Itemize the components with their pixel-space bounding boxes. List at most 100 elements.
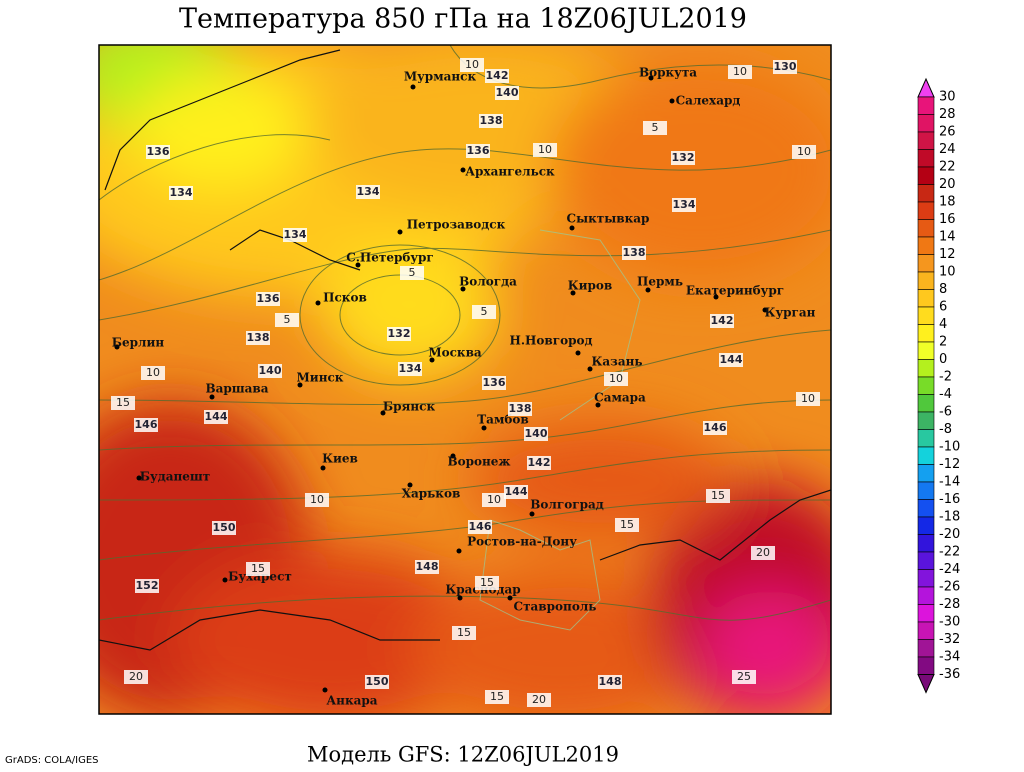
city-label: Брянск — [383, 400, 436, 414]
city-label: Н.Новгород — [510, 334, 593, 348]
isotherm-label-box — [527, 693, 551, 707]
city-dot — [397, 229, 403, 235]
colorbar-label: -16 — [939, 492, 960, 507]
colorbar-label: 24 — [939, 142, 956, 157]
isotherm-label: 20 — [532, 693, 546, 706]
isotherm-label-box — [706, 489, 730, 503]
colorbar-bin — [917, 499, 935, 518]
height-contour-label: 136 — [257, 292, 280, 305]
height-contour-label: 152 — [136, 579, 159, 592]
isotherm-label: 10 — [801, 392, 815, 405]
city-dot — [456, 548, 462, 554]
city-label: Вологда — [459, 275, 517, 289]
city-label: Архангельск — [465, 165, 555, 179]
colorbar-label: 18 — [939, 195, 956, 210]
city-dot — [380, 410, 386, 416]
city-dot — [114, 344, 120, 350]
colorbar-label: -2 — [939, 370, 952, 385]
city-dot — [570, 290, 576, 296]
height-contour-label: 150 — [366, 675, 389, 688]
height-contour-label-box — [169, 186, 193, 200]
colorbar-bin — [917, 359, 935, 378]
model-caption: Модель GFS: 12Z06JUL2019 — [307, 743, 619, 767]
colorbar-label: 22 — [939, 160, 956, 175]
colorbar-label: 12 — [939, 247, 956, 262]
city-label: Воронеж — [447, 455, 510, 469]
colorbar-bin — [917, 254, 935, 273]
city-dot — [460, 286, 466, 292]
isotherm-label: 15 — [711, 489, 725, 502]
city-label: Воркута — [639, 66, 697, 80]
isotherm-label: 10 — [609, 372, 623, 385]
colorbar-label: 0 — [939, 352, 947, 367]
isotherm-label-box — [604, 372, 628, 386]
title: Температура 850 гПа на 18Z06JUL2019 — [179, 4, 747, 35]
colorbar-bin — [917, 481, 935, 500]
height-contour-label-box — [672, 198, 696, 212]
height-contour-label-box — [504, 485, 528, 499]
isotherm-label-box — [751, 546, 775, 560]
city-dot — [713, 294, 719, 300]
isotherm-label-box — [400, 266, 424, 280]
isotherm-label: 5 — [652, 121, 659, 134]
height-contour-label: 136 — [147, 145, 170, 158]
height-contour-label: 134 — [284, 228, 307, 241]
height-contour-label: 148 — [416, 560, 439, 573]
colorbar-label: -8 — [939, 422, 952, 437]
colorbar-cap — [917, 77, 935, 98]
city-dot — [355, 262, 361, 268]
height-contour-label: 140 — [259, 364, 282, 377]
city-dot — [450, 453, 456, 459]
colorbar-label: -14 — [939, 475, 960, 490]
height-contour-label: 148 — [599, 675, 622, 688]
colorbar-bin — [917, 586, 935, 605]
height-contour-label-box — [495, 86, 519, 100]
colorbar-bin — [917, 149, 935, 168]
isotherm-label: 15 — [116, 396, 130, 409]
city-label: Курган — [765, 306, 816, 320]
city-dot — [410, 84, 416, 90]
city-dot — [595, 402, 601, 408]
height-contour-label: 134 — [673, 198, 696, 211]
isotherm-label: 15 — [457, 626, 471, 639]
isotherm-label-box — [124, 670, 148, 684]
height-contour-label: 144 — [720, 353, 743, 366]
colorbar-label: -34 — [939, 650, 960, 665]
height-contour-label-box — [479, 114, 503, 128]
colorbar-label: 2 — [939, 335, 947, 350]
colorbar-label: 14 — [939, 230, 956, 245]
isotherm-label-box — [485, 690, 509, 704]
height-contour-label: 132 — [388, 327, 411, 340]
height-contour-label: 138 — [480, 114, 503, 127]
city-label: Ставрополь — [514, 600, 597, 614]
colorbar-bin — [917, 376, 935, 395]
isotherm-label-box — [615, 518, 639, 532]
colorbar-label: -10 — [939, 440, 960, 455]
height-contour-label: 146 — [469, 520, 492, 533]
colorbar-label: -18 — [939, 510, 960, 525]
colorbar-label: 28 — [939, 107, 956, 122]
height-contour-label-box — [134, 418, 158, 432]
colorbar-bin — [917, 236, 935, 255]
height-contour-label-box — [365, 675, 389, 689]
isotherm-label-box — [643, 121, 667, 135]
colorbar-bin — [917, 306, 935, 325]
isotherm-label-box — [305, 493, 329, 507]
height-contour-label-box — [703, 421, 727, 435]
colorbar-bin — [917, 96, 935, 115]
colorbar-label: 26 — [939, 125, 956, 140]
isotherm-label: 25 — [737, 670, 751, 683]
height-contour-label-box — [468, 520, 492, 534]
isotherm-label: 5 — [284, 313, 291, 326]
temperature-field — [99, 45, 831, 714]
colorbar-label: 10 — [939, 265, 956, 280]
colorbar-bin — [917, 289, 935, 308]
city-dot — [320, 465, 326, 471]
height-contour-label: 146 — [704, 421, 727, 434]
isotherm-label-box — [533, 143, 557, 157]
height-contour-label-box — [146, 145, 170, 159]
city-label: Киев — [322, 452, 358, 466]
height-contour-label: 140 — [496, 86, 519, 99]
city-label: Сыктывкар — [567, 212, 650, 226]
height-contour-label: 146 — [135, 418, 158, 431]
